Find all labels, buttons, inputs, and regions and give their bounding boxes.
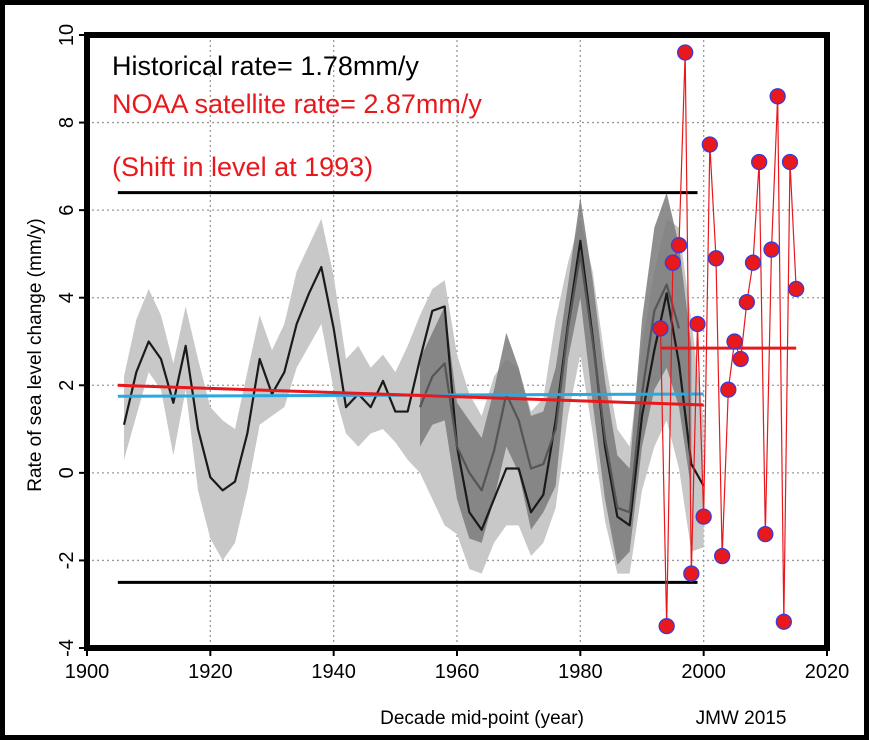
satellite-data-point (763, 241, 780, 258)
satellite-data-point (769, 88, 786, 105)
x-tick-label: 2020 (805, 661, 850, 683)
y-tick-label: 4 (56, 292, 78, 303)
x-axis-label: Decade mid-point (year) (380, 708, 584, 729)
y-tick-label: 0 (56, 467, 78, 478)
x-tick-label: 1900 (65, 661, 110, 683)
satellite-data-point (751, 153, 768, 171)
noaa-rate-annotation: NOAA satellite rate= 2.87mm/y (112, 89, 482, 119)
satellite-data-point (670, 237, 688, 254)
satellite-data-point (738, 293, 755, 311)
satellite-data-point (720, 381, 737, 398)
satellite-data-point (732, 350, 749, 368)
satellite-data-point (701, 136, 718, 153)
satellite-data-point (707, 250, 725, 267)
x-tick-label: 1960 (435, 661, 480, 683)
sea-level-chart: 1900 1920 1940 1960 1980 2000 2020 -4 -2 0 2 4 6 8 10… (25, 24, 850, 729)
satellite-data-point (689, 315, 706, 333)
chart-canvas: 1900 1920 1940 1960 1980 2000 2020 -4 -2 0 2 4 6 8 10… (5, 5, 864, 735)
rate-series-line-secondary (418, 252, 681, 514)
satellite-data-point (788, 280, 805, 298)
y-tick-label: 8 (56, 117, 78, 128)
series-lines (122, 239, 705, 531)
satellite-data-point (757, 526, 774, 543)
satellite-data-point (664, 254, 681, 271)
y-tick-label: -4 (56, 639, 78, 657)
x-tick-label: 1980 (558, 661, 603, 683)
satellite-data-point (775, 613, 792, 630)
satellite-data-point (781, 153, 799, 171)
satellite-data-point (677, 44, 694, 61)
y-axis-label: Rate of sea level change (mm/y) (25, 218, 46, 492)
satellite-data-point (744, 254, 762, 271)
satellite-data-point (658, 617, 675, 635)
x-tick-label: 1940 (311, 661, 356, 683)
x-axis-ticks: 1900 1920 1940 1960 1980 2000 2020 (65, 648, 850, 683)
credit-label: JMW 2015 (696, 708, 787, 729)
rate-series-line (122, 239, 705, 531)
y-axis-ticks: -4 -2 0 2 4 6 8 10 (56, 24, 87, 657)
satellite-data-point (695, 508, 712, 525)
satellite-data-point (652, 320, 669, 337)
trend-line-red (117, 383, 704, 407)
y-tick-label: 6 (56, 205, 78, 216)
y-tick-label: 10 (56, 24, 78, 46)
satellite-data-point (683, 565, 700, 582)
reference-lines (117, 191, 698, 584)
x-tick-label: 2000 (681, 661, 726, 683)
x-tick-label: 1920 (188, 661, 233, 683)
satellite-markers (652, 44, 805, 635)
trend-lines (117, 346, 797, 407)
y-tick-label: -2 (56, 552, 78, 570)
y-tick-label: 2 (56, 380, 78, 391)
shift-note-annotation: (Shift in level at 1993) (112, 152, 373, 182)
historical-rate-annotation: Historical rate= 1.78mm/y (112, 51, 419, 81)
satellite-data-point (726, 333, 743, 350)
satellite-data-point (714, 547, 731, 565)
